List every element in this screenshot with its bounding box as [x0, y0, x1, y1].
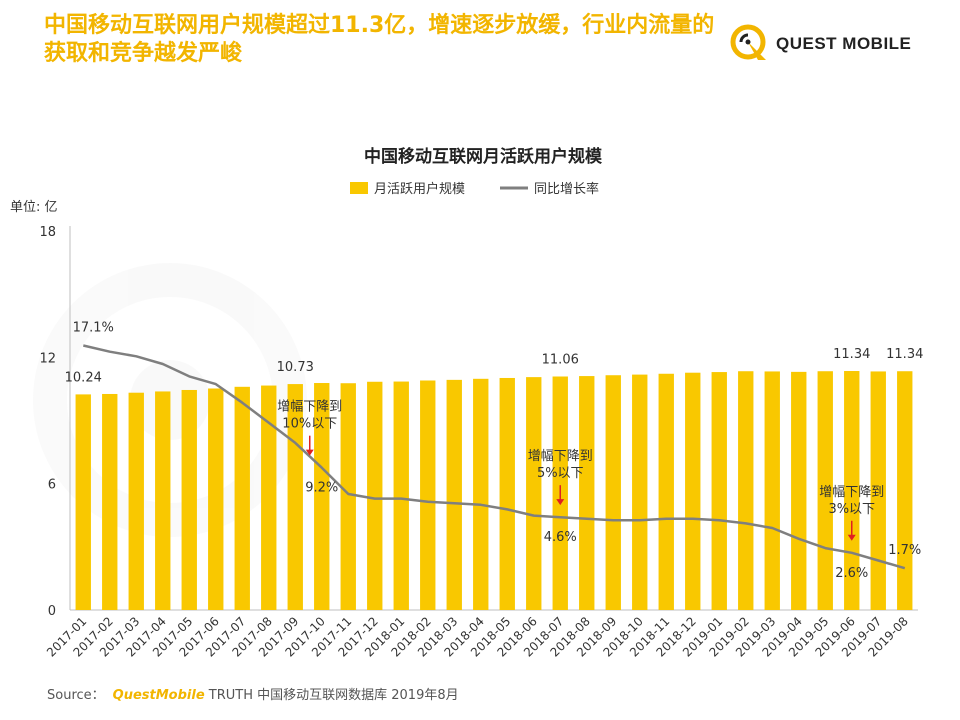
bar-2018-03 — [446, 379, 462, 610]
y-tick-label: 6 — [48, 478, 56, 493]
bar-value-label: 11.06 — [542, 352, 579, 367]
bar-2017-02 — [102, 393, 118, 610]
bar-2018-09 — [605, 375, 621, 610]
bar-2017-12 — [367, 381, 383, 610]
headline: 中国移动互联网用户规模超过11.3亿，增速逐步放缓，行业内流量的获取和竞争越发严… — [44, 13, 715, 66]
annotation-text: 增幅下降到 — [819, 485, 884, 500]
legend-label-bar: 月活跃用户规模 — [374, 181, 465, 197]
annotation-text: 3%以下 — [828, 502, 875, 517]
data-labels: 10.24 10.73 11.06 11.34 11.34 17.1% 9.2% 4.6% 2.… — [65, 320, 924, 580]
legend-label-line: 同比增长率 — [534, 181, 599, 197]
bar-2017-10 — [314, 383, 330, 610]
annotation-text: 5%以下 — [537, 466, 584, 481]
bar-2019-07 — [870, 371, 886, 610]
bar-2018-04 — [473, 378, 489, 610]
bar-2019-03 — [764, 371, 780, 610]
bar-value-label: 11.34 — [886, 347, 923, 362]
bar-2017-01 — [75, 394, 91, 610]
bar-2019-01 — [711, 372, 727, 610]
legend: 月活跃用户规模 同比增长率 — [350, 181, 599, 197]
y-tick-label: 18 — [39, 225, 56, 240]
growth-line — [83, 344, 906, 570]
rate-value-label: 4.6% — [544, 530, 577, 545]
bar-2017-06 — [208, 388, 224, 610]
legend-swatch-bar — [350, 182, 368, 194]
bar-2019-04 — [791, 371, 807, 610]
bar-2018-05 — [499, 377, 515, 610]
source-brand: QuestMobile — [112, 688, 205, 703]
annotation-text: 增幅下降到 — [277, 400, 342, 415]
bar-2018-01 — [393, 381, 409, 610]
bar-2017-07 — [234, 386, 250, 610]
annotation-arrowhead-icon — [305, 449, 314, 456]
quest-mobile-logo-icon — [730, 24, 766, 60]
bar-2017-11 — [340, 383, 356, 610]
bar-2018-12 — [685, 372, 701, 610]
bar-2018-02 — [420, 380, 436, 610]
rate-value-label: 1.7% — [888, 543, 921, 558]
source-text: TRUTH 中国移动互联网数据库 2019年8月 — [208, 688, 459, 703]
y-ticks: 0 6 12 18 — [39, 225, 56, 619]
bar-2018-11 — [658, 373, 674, 610]
bar-2017-03 — [128, 392, 144, 610]
annotation-arrowhead-icon — [847, 534, 856, 541]
bar-2019-05 — [817, 371, 833, 610]
brand-name: QUEST MOBILE — [776, 34, 912, 53]
annotation-text: 增幅下降到 — [528, 449, 593, 464]
y-tick-label: 0 — [48, 604, 56, 619]
bar-2019-08 — [897, 371, 913, 610]
bar-2018-10 — [632, 374, 648, 610]
quest-mobile-logo: QUEST MOBILE — [728, 22, 928, 66]
source-prefix: Source： — [47, 688, 105, 703]
x-ticks: 2017-012017-022017-032017-042017-052017-… — [44, 614, 911, 659]
y-tick-label: 12 — [39, 351, 56, 366]
chart-title: 中国移动互联网月活跃用户规模 — [364, 146, 603, 167]
annotation-arrowhead-icon — [556, 499, 565, 506]
annotation-text: 10%以下 — [282, 417, 337, 432]
bar-value-label: 11.34 — [833, 347, 870, 362]
source-note: Source： QuestMobile TRUTH 中国移动互联网数据库 2019… — [47, 684, 459, 703]
rate-value-label: 17.1% — [73, 320, 114, 335]
bar-2017-04 — [155, 391, 171, 610]
bar-2018-06 — [526, 377, 542, 610]
growth-rate-line — [83, 344, 906, 570]
rate-value-label: 9.2% — [305, 481, 338, 496]
bar-2019-06 — [844, 371, 860, 610]
bar-value-label: 10.73 — [277, 360, 314, 375]
y-axis-label: 单位: 亿 — [10, 200, 58, 215]
bar-2017-08 — [261, 385, 277, 610]
bar-value-label: 10.24 — [65, 370, 102, 385]
bar-2019-02 — [738, 371, 754, 610]
bar-2018-08 — [579, 376, 595, 610]
bar-2017-05 — [181, 389, 197, 610]
rate-value-label: 2.6% — [835, 566, 868, 581]
bars — [75, 371, 913, 610]
